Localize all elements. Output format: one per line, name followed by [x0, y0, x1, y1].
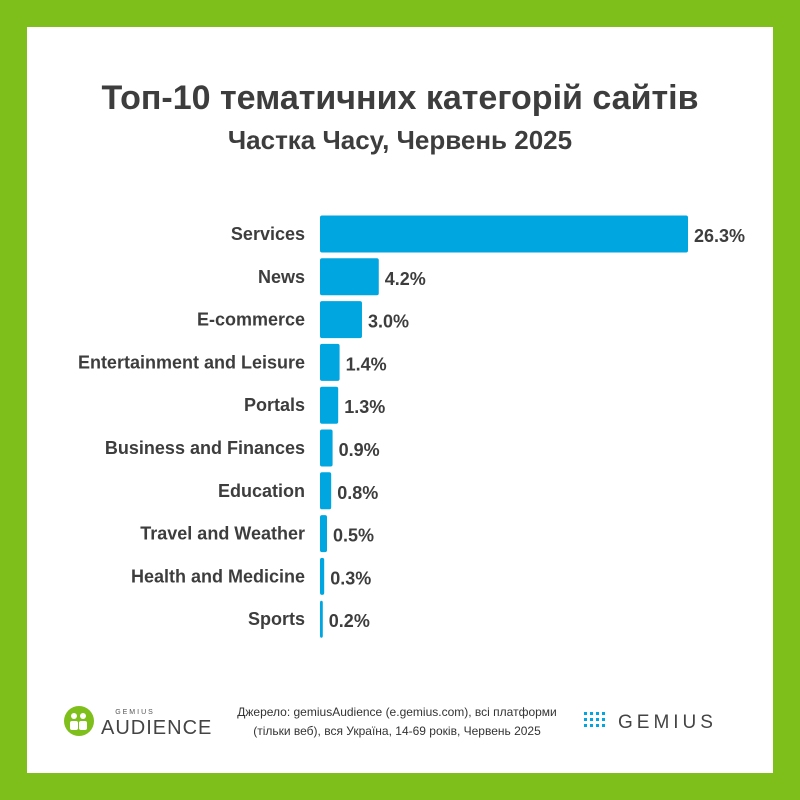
category-label: E-commerce — [197, 310, 305, 330]
category-label: News — [258, 267, 305, 287]
bar — [320, 343, 340, 381]
source-note: Джерело: gemiusAudience (e.gemius.com), … — [227, 703, 567, 741]
bar — [320, 429, 333, 467]
logo-left-small-text: GEMIUS — [115, 709, 155, 716]
value-label: 0.3% — [330, 568, 371, 588]
value-label: 0.9% — [339, 440, 380, 460]
source-line-2: (тільки веб), вся Україна, 14-69 років, … — [253, 724, 541, 738]
bar — [320, 472, 332, 510]
category-label: Portals — [244, 395, 305, 415]
bar — [320, 386, 339, 424]
source-line-1: Джерело: gemiusAudience (e.gemius.com), … — [237, 705, 557, 719]
value-label: 4.2% — [385, 269, 426, 289]
category-label: Health and Medicine — [131, 566, 305, 586]
chart-title: Топ-10 тематичних категорій сайтів — [101, 79, 699, 117]
value-label: 0.8% — [337, 483, 378, 503]
bar-chart: Services 26.3% News 4.2% E-commerce 3.0% Enter… — [78, 215, 745, 638]
bar — [320, 515, 327, 553]
bar — [320, 215, 688, 253]
value-label: 1.3% — [344, 397, 385, 417]
value-label: 0.2% — [329, 611, 370, 631]
gemius-logo: GEMIUS — [584, 712, 717, 733]
bar — [320, 301, 362, 339]
bar — [320, 258, 379, 296]
value-label: 3.0% — [368, 312, 409, 332]
gemius-dots-icon — [584, 712, 605, 727]
logo-left-big-text: AUDIENCE — [101, 717, 212, 739]
value-label: 26.3% — [694, 226, 745, 246]
category-label: Business and Finances — [105, 438, 305, 458]
chart-card: Топ-10 тематичних категорій сайтів Частк… — [27, 27, 773, 773]
category-label: Sports — [248, 609, 305, 629]
value-label: 1.4% — [346, 354, 387, 374]
gemius-audience-logo: GEMIUS AUDIENCE — [64, 706, 212, 739]
category-label: Education — [218, 481, 305, 501]
bar — [320, 557, 325, 595]
chart-subtitle: Частка Часу, Червень 2025 — [227, 125, 573, 155]
logo-right-text: GEMIUS — [618, 712, 717, 733]
audience-logo-icon — [64, 706, 94, 736]
category-label: Travel and Weather — [140, 524, 305, 544]
bar — [320, 600, 323, 638]
category-label: Entertainment and Leisure — [78, 352, 305, 372]
category-label: Services — [231, 224, 305, 244]
value-label: 0.5% — [333, 526, 374, 546]
